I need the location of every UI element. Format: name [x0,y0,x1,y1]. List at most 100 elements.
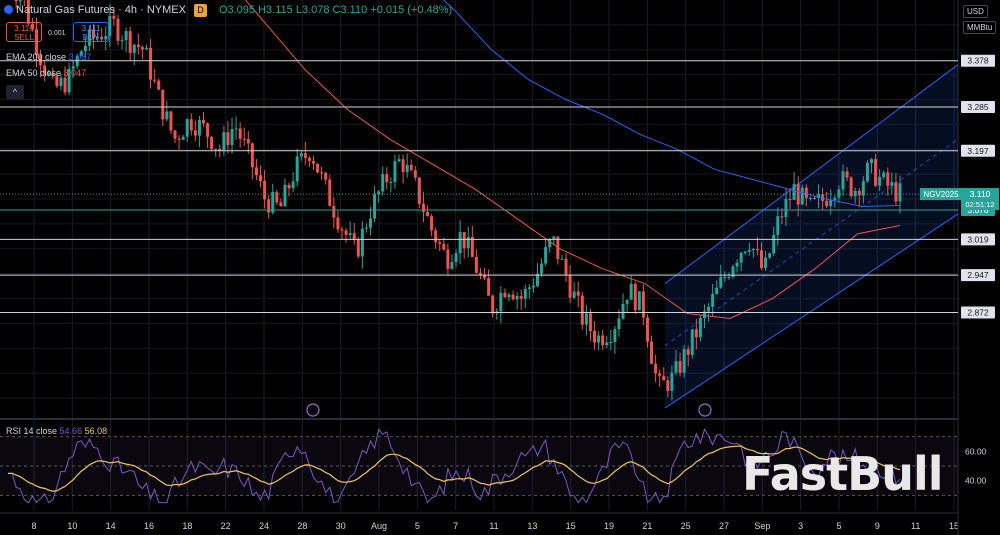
sell-button[interactable]: 3.110 SELL [6,22,42,42]
x-tick-label: 13 [527,521,537,531]
candle-body [727,276,731,278]
candle-body [291,181,295,189]
candle-body [845,171,849,178]
candle-body [381,174,385,192]
candle-body [731,266,735,277]
candle-body [177,138,181,140]
x-tick-label: 8 [31,521,36,531]
candle-body [157,80,161,90]
candle-body [670,372,674,391]
x-tick-label: Sep [754,521,770,531]
candle-body [161,89,165,120]
candle-body [829,199,833,207]
x-tick-label: 22 [221,521,231,531]
candle-body [682,349,686,373]
ema200-legend[interactable]: EMA 200 close 3.087 [6,52,92,62]
candle-body [267,199,271,213]
channel-median-line [664,138,959,347]
candle-body [666,380,670,391]
ema50-line [244,0,901,319]
candle-body [694,329,698,338]
event-marker-icon [698,403,712,417]
channel-upper-line [664,64,959,285]
candle-body [169,111,173,131]
candle-body [715,287,719,295]
candle-body [417,177,421,204]
candle-body [588,313,592,332]
unit-button[interactable]: MMBtu [963,21,997,34]
candle-body [197,120,201,136]
candle-body [572,291,576,298]
x-tick-label: 7 [453,521,458,531]
candle-body [580,295,584,325]
candle-body [124,31,128,41]
candle-body [360,228,364,257]
level-label-bg [961,306,995,319]
candle-body [544,247,548,264]
candle-body [356,239,360,257]
candle-body [116,18,120,41]
x-tick-label: 15 [949,521,959,531]
candle-body [702,311,706,318]
chart-header: Natural Gas Futures · 4h · NYMEX D O3.095 … [4,4,452,17]
candle-body [112,15,116,19]
candle-body [613,329,617,343]
candle-body [593,331,597,343]
candle-body [238,128,242,139]
candle-body [295,156,299,182]
candle-body [259,175,263,181]
buy-button[interactable]: 3.111 BUY [73,22,109,42]
candle-body [466,236,470,249]
candle-body [230,128,234,146]
candle-body [743,251,747,253]
candle-body [454,253,458,263]
candle-body [898,183,902,202]
level-label: 2.872 [967,308,989,318]
candle-body [340,229,344,231]
candle-body [483,275,487,279]
x-tick-label: 16 [144,521,154,531]
price-axis-background [958,0,1000,535]
candle-body [568,275,572,298]
x-tick-label: 30 [336,521,346,531]
candle-body [83,45,87,52]
rsi-legend[interactable]: RSI 14 close 54.66 56.08 [6,426,108,436]
x-tick-label: 19 [604,521,614,531]
candle-body [841,171,845,190]
candle-body [153,79,157,81]
candle-body [26,0,30,24]
last-price-value: 3.110 [970,189,991,199]
candle-body [499,292,503,312]
candle-body [878,176,882,186]
candle-body [263,180,267,200]
candle-body [584,313,588,325]
ema50-legend[interactable]: EMA 50 close 3.047 [6,68,87,78]
candle-body [597,335,601,343]
candle-body [674,361,678,373]
candle-body [128,31,132,53]
candle-body [67,68,71,93]
candle-body [87,29,91,46]
collapse-indicators-button[interactable]: ^ [6,85,24,99]
candle-body [894,182,898,202]
candle-body [772,234,776,254]
candle-body [617,318,621,330]
candle-body [654,363,658,374]
ema200-line [442,0,901,208]
x-tick-label: 24 [259,521,269,531]
candle-body [336,217,340,230]
candle-body [515,295,519,300]
candle-body [149,47,153,80]
candle-body [601,335,605,346]
candle-body [849,177,853,197]
symbol-title[interactable]: Natural Gas Futures · 4h · NYMEX [16,4,186,16]
candle-body [751,249,755,251]
candle-body [458,232,462,254]
candle-body [768,253,772,258]
candle-body [576,291,580,296]
x-tick-label: Aug [371,521,387,531]
currency-button[interactable]: USD [963,5,988,18]
symbol-tag-bg [920,188,962,201]
candle-body [120,40,124,42]
